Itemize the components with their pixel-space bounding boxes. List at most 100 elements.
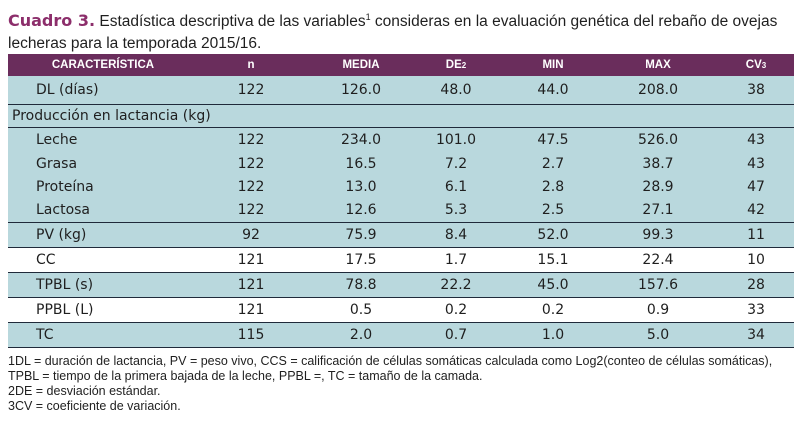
row-max: 0.9 — [646, 302, 670, 318]
row-de: 0.2 — [444, 302, 468, 318]
statistics-table: CARACTERÍSTICA n MEDIA DE 2 MIN MAX CV 3 D… — [8, 54, 794, 348]
row-media: 2.0 — [349, 327, 373, 343]
row-media: 0.5 — [349, 302, 373, 318]
row-min: 47.5 — [537, 132, 569, 148]
row-max: 526.0 — [637, 132, 679, 148]
row-media: 126.0 — [340, 82, 382, 98]
row-de: 101.0 — [435, 132, 477, 148]
section-row: Producción en lactancia (kg) — [8, 105, 794, 128]
row-n: 92 — [242, 227, 260, 243]
row-min: 52.0 — [537, 227, 569, 243]
row-cv: 28 — [747, 277, 765, 293]
row-media: 16.5 — [345, 155, 377, 172]
header-cv: CV 3 — [745, 59, 767, 71]
table-row: Proteína 122 13.0 6.1 2.8 28.9 47 — [8, 175, 794, 198]
row-min: 45.0 — [537, 277, 569, 293]
row-n: 121 — [237, 277, 265, 293]
row-name: CC — [36, 252, 56, 268]
row-max: 22.4 — [642, 252, 674, 268]
row-cv: 34 — [747, 327, 765, 343]
row-name: Lactosa — [36, 202, 91, 218]
footnote-2: 2DE = desviación estándar. — [8, 384, 161, 398]
header-de: DE 2 — [445, 59, 467, 71]
row-cv: 10 — [747, 252, 765, 268]
row-de: 1.7 — [444, 252, 468, 268]
row-min: 2.5 — [541, 202, 565, 218]
row-max: 27.1 — [642, 202, 674, 218]
row-name: TPBL (s) — [36, 277, 94, 293]
caption-footnote-mark: 1 — [365, 12, 371, 22]
row-n: 122 — [237, 132, 265, 148]
header-n: n — [247, 59, 255, 71]
row-de: 7.2 — [444, 155, 468, 172]
footnote-3: 3CV = coeficiente de variación. — [8, 399, 181, 413]
row-max: 5.0 — [646, 327, 670, 343]
row-name: TC — [36, 327, 54, 343]
row-min: 0.2 — [541, 302, 565, 318]
row-name: Proteína — [36, 178, 94, 195]
row-name: PPBL (L) — [36, 302, 94, 318]
row-de: 0.7 — [444, 327, 468, 343]
section-block: Leche 122 234.0 101.0 47.5 526.0 43 Gras… — [8, 128, 794, 223]
row-de: 5.3 — [444, 202, 468, 218]
row-cv: 43 — [747, 132, 765, 148]
row-max: 157.6 — [637, 277, 679, 293]
row-name: PV (kg) — [36, 227, 87, 243]
table-row: Lactosa 122 12.6 5.3 2.5 27.1 42 — [8, 198, 794, 222]
row-name: Grasa — [36, 155, 78, 172]
table-row: PPBL (L) 121 0.5 0.2 0.2 0.9 33 — [8, 298, 794, 323]
caption-label: Cuadro 3. — [8, 11, 96, 31]
row-n: 121 — [237, 302, 265, 318]
header-media: MEDIA — [342, 59, 380, 71]
row-media: 12.6 — [345, 202, 377, 218]
row-max: 38.7 — [642, 155, 674, 172]
header-max: MAX — [645, 59, 671, 71]
row-n: 121 — [237, 252, 265, 268]
caption-text: Estadística descriptiva de las variables — [95, 13, 366, 31]
row-max: 99.3 — [642, 227, 674, 243]
row-media: 234.0 — [340, 132, 382, 148]
row-cv: 47 — [747, 178, 765, 195]
table-row: TC 115 2.0 0.7 1.0 5.0 34 — [8, 323, 794, 348]
row-media: 17.5 — [345, 252, 377, 268]
section-label: Producción en lactancia (kg) — [12, 108, 211, 124]
header-caracteristica: CARACTERÍSTICA — [51, 59, 155, 71]
table-row: DL (días) 122 126.0 48.0 44.0 208.0 38 — [8, 76, 794, 105]
row-name: DL (días) — [36, 82, 99, 98]
header-cv-sup: 3 — [761, 60, 767, 70]
row-min: 2.7 — [541, 155, 565, 172]
table-row: Grasa 122 16.5 7.2 2.7 38.7 43 — [8, 152, 794, 175]
row-max: 208.0 — [637, 82, 679, 98]
row-n: 122 — [237, 155, 265, 172]
row-de: 48.0 — [440, 82, 472, 98]
header-min: MIN — [542, 59, 564, 71]
row-min: 1.0 — [541, 327, 565, 343]
row-cv: 33 — [747, 302, 765, 318]
row-de: 22.2 — [440, 277, 472, 293]
row-media: 78.8 — [345, 277, 377, 293]
header-de-sup: 2 — [461, 60, 467, 70]
row-n: 122 — [237, 82, 265, 98]
table-row: TPBL (s) 121 78.8 22.2 45.0 157.6 28 — [8, 273, 794, 298]
row-media: 13.0 — [345, 178, 377, 195]
table-row: CC 121 17.5 1.7 15.1 22.4 10 — [8, 248, 794, 273]
row-media: 75.9 — [345, 227, 377, 243]
table-footnotes: 1DL = duración de lactancia, PV = peso v… — [8, 354, 794, 414]
table-row: PV (kg) 92 75.9 8.4 52.0 99.3 11 — [8, 223, 794, 248]
row-name: Leche — [36, 132, 78, 148]
caption-text-rest: consideras en la evaluación genética del… — [8, 13, 778, 53]
row-cv: 42 — [747, 202, 765, 218]
row-min: 2.8 — [541, 178, 565, 195]
table-row: Leche 122 234.0 101.0 47.5 526.0 43 — [8, 128, 794, 152]
row-max: 28.9 — [642, 178, 674, 195]
row-cv: 11 — [747, 227, 765, 243]
row-min: 15.1 — [537, 252, 569, 268]
row-min: 44.0 — [537, 82, 569, 98]
row-cv: 43 — [747, 155, 765, 172]
row-n: 122 — [237, 178, 265, 195]
row-de: 8.4 — [444, 227, 468, 243]
table-header-row: CARACTERÍSTICA n MEDIA DE 2 MIN MAX CV 3 — [8, 54, 794, 76]
row-n: 122 — [237, 202, 265, 218]
row-de: 6.1 — [444, 178, 468, 195]
footnote-1: 1DL = duración de lactancia, PV = peso v… — [8, 354, 773, 383]
